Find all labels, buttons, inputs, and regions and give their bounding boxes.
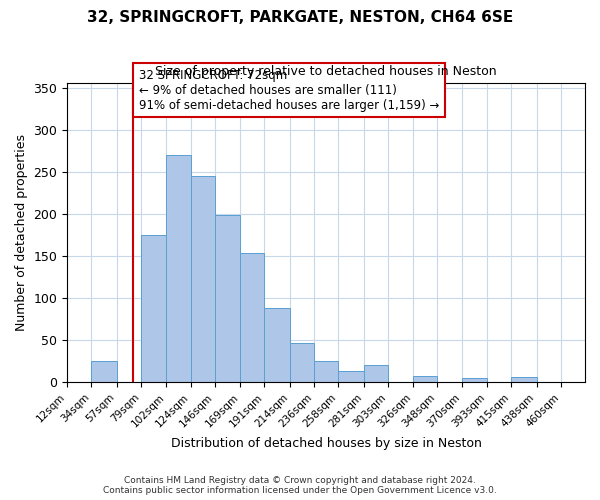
Bar bbox=[338, 371, 364, 382]
Bar bbox=[240, 254, 265, 382]
Text: 32, SPRINGCROFT, PARKGATE, NESTON, CH64 6SE: 32, SPRINGCROFT, PARKGATE, NESTON, CH64 … bbox=[87, 10, 513, 25]
Bar bbox=[461, 378, 487, 382]
Bar bbox=[290, 342, 314, 382]
Bar bbox=[413, 376, 437, 382]
Text: Contains HM Land Registry data © Crown copyright and database right 2024.
Contai: Contains HM Land Registry data © Crown c… bbox=[103, 476, 497, 495]
Title: Size of property relative to detached houses in Neston: Size of property relative to detached ho… bbox=[155, 65, 497, 78]
Bar bbox=[215, 216, 240, 382]
Bar bbox=[91, 361, 117, 382]
Bar bbox=[191, 176, 215, 382]
Bar bbox=[265, 308, 290, 382]
Bar bbox=[364, 366, 388, 382]
X-axis label: Distribution of detached houses by size in Neston: Distribution of detached houses by size … bbox=[170, 437, 482, 450]
Bar bbox=[511, 377, 536, 382]
Text: 32 SPRINGCROFT: 72sqm
← 9% of detached houses are smaller (111)
91% of semi-deta: 32 SPRINGCROFT: 72sqm ← 9% of detached h… bbox=[139, 68, 439, 112]
Y-axis label: Number of detached properties: Number of detached properties bbox=[15, 134, 28, 331]
Bar bbox=[141, 235, 166, 382]
Bar bbox=[314, 361, 338, 382]
Bar bbox=[166, 155, 191, 382]
